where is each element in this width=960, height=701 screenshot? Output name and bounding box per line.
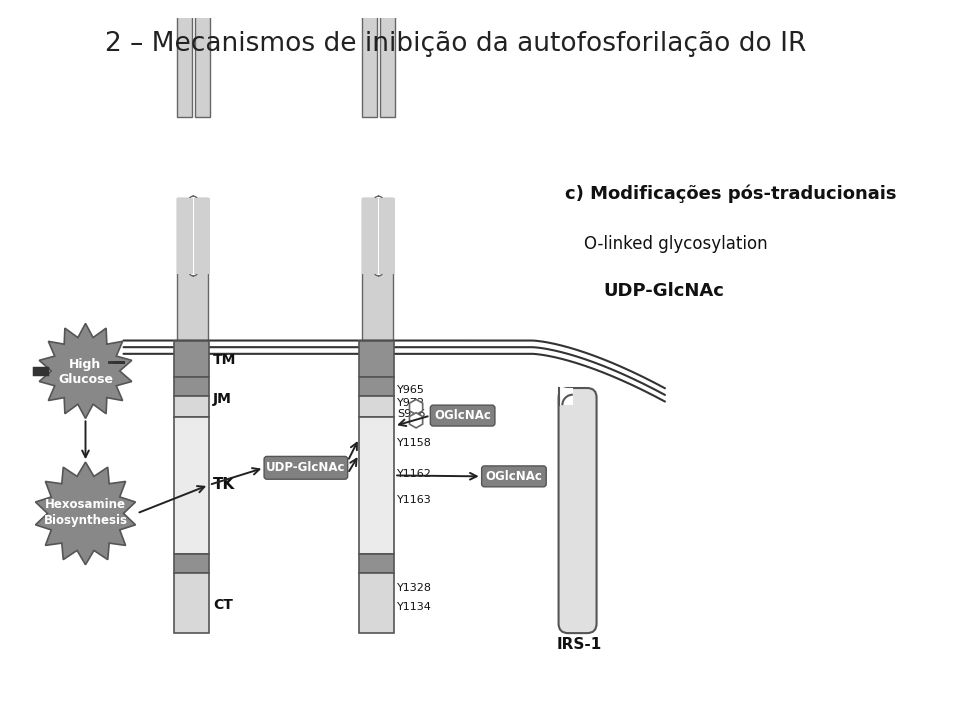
Text: Y1162: Y1162 [397, 468, 432, 479]
Text: 2 – Mecanismos de inibição da autofosforilação do IR: 2 – Mecanismos de inibição da autofosfor… [106, 31, 806, 57]
Text: High: High [69, 358, 102, 371]
Bar [195, 8, 210, 117]
Text: IRS-1: IRS-1 [557, 637, 602, 652]
Polygon shape [36, 462, 135, 565]
Bar [174, 573, 209, 633]
Text: S976: S976 [397, 409, 425, 418]
Bar [362, 198, 378, 274]
Bar [192, 146, 195, 260]
Bar [174, 376, 209, 395]
FancyBboxPatch shape [189, 196, 198, 276]
Bar [359, 395, 395, 416]
Bar [174, 554, 209, 573]
Text: Y972: Y972 [397, 398, 425, 408]
Bar [362, 8, 377, 117]
FancyBboxPatch shape [374, 196, 383, 276]
FancyBboxPatch shape [264, 456, 348, 479]
Text: Y1134: Y1134 [397, 601, 432, 611]
Bar [362, 198, 394, 341]
Text: TK: TK [213, 477, 235, 492]
Polygon shape [39, 323, 132, 418]
Bar [359, 573, 395, 633]
Bar [359, 341, 395, 376]
Bar [359, 554, 395, 573]
Text: Y965: Y965 [397, 385, 425, 395]
Bar [359, 416, 395, 554]
Text: UDP-GlcNAc: UDP-GlcNAc [266, 461, 346, 475]
Bar [377, 146, 380, 260]
Bar [177, 198, 193, 274]
Bar [174, 395, 209, 416]
Text: CT: CT [213, 598, 232, 611]
Text: c) Modificações pós-traducionais: c) Modificações pós-traducionais [565, 184, 897, 203]
FancyBboxPatch shape [482, 466, 546, 486]
Polygon shape [410, 413, 422, 428]
Bar [359, 376, 395, 395]
Bar [194, 198, 210, 274]
Bar [174, 416, 209, 554]
Text: Biosynthesis: Biosynthesis [43, 514, 128, 526]
Text: Y1158: Y1158 [397, 438, 432, 448]
Text: OGlcNAc: OGlcNAc [486, 470, 542, 483]
Polygon shape [410, 400, 422, 414]
Bar [559, 388, 573, 405]
FancyBboxPatch shape [559, 388, 596, 633]
Text: O-linked glycosylation: O-linked glycosylation [585, 235, 768, 252]
Text: TM: TM [213, 353, 236, 367]
Bar [177, 8, 192, 117]
Text: Y1328: Y1328 [397, 583, 432, 592]
Bar [380, 8, 396, 117]
Text: Hexosamine: Hexosamine [45, 498, 126, 511]
Text: UDP-GlcNAc: UDP-GlcNAc [603, 282, 724, 300]
Text: Y1163: Y1163 [397, 495, 432, 505]
FancyBboxPatch shape [430, 405, 495, 426]
Bar [174, 341, 209, 376]
Text: JM: JM [213, 393, 231, 407]
Text: OGlcNAc: OGlcNAc [434, 409, 492, 422]
Text: Glucose: Glucose [58, 373, 113, 386]
Bar [177, 198, 208, 341]
Bar [379, 198, 396, 274]
